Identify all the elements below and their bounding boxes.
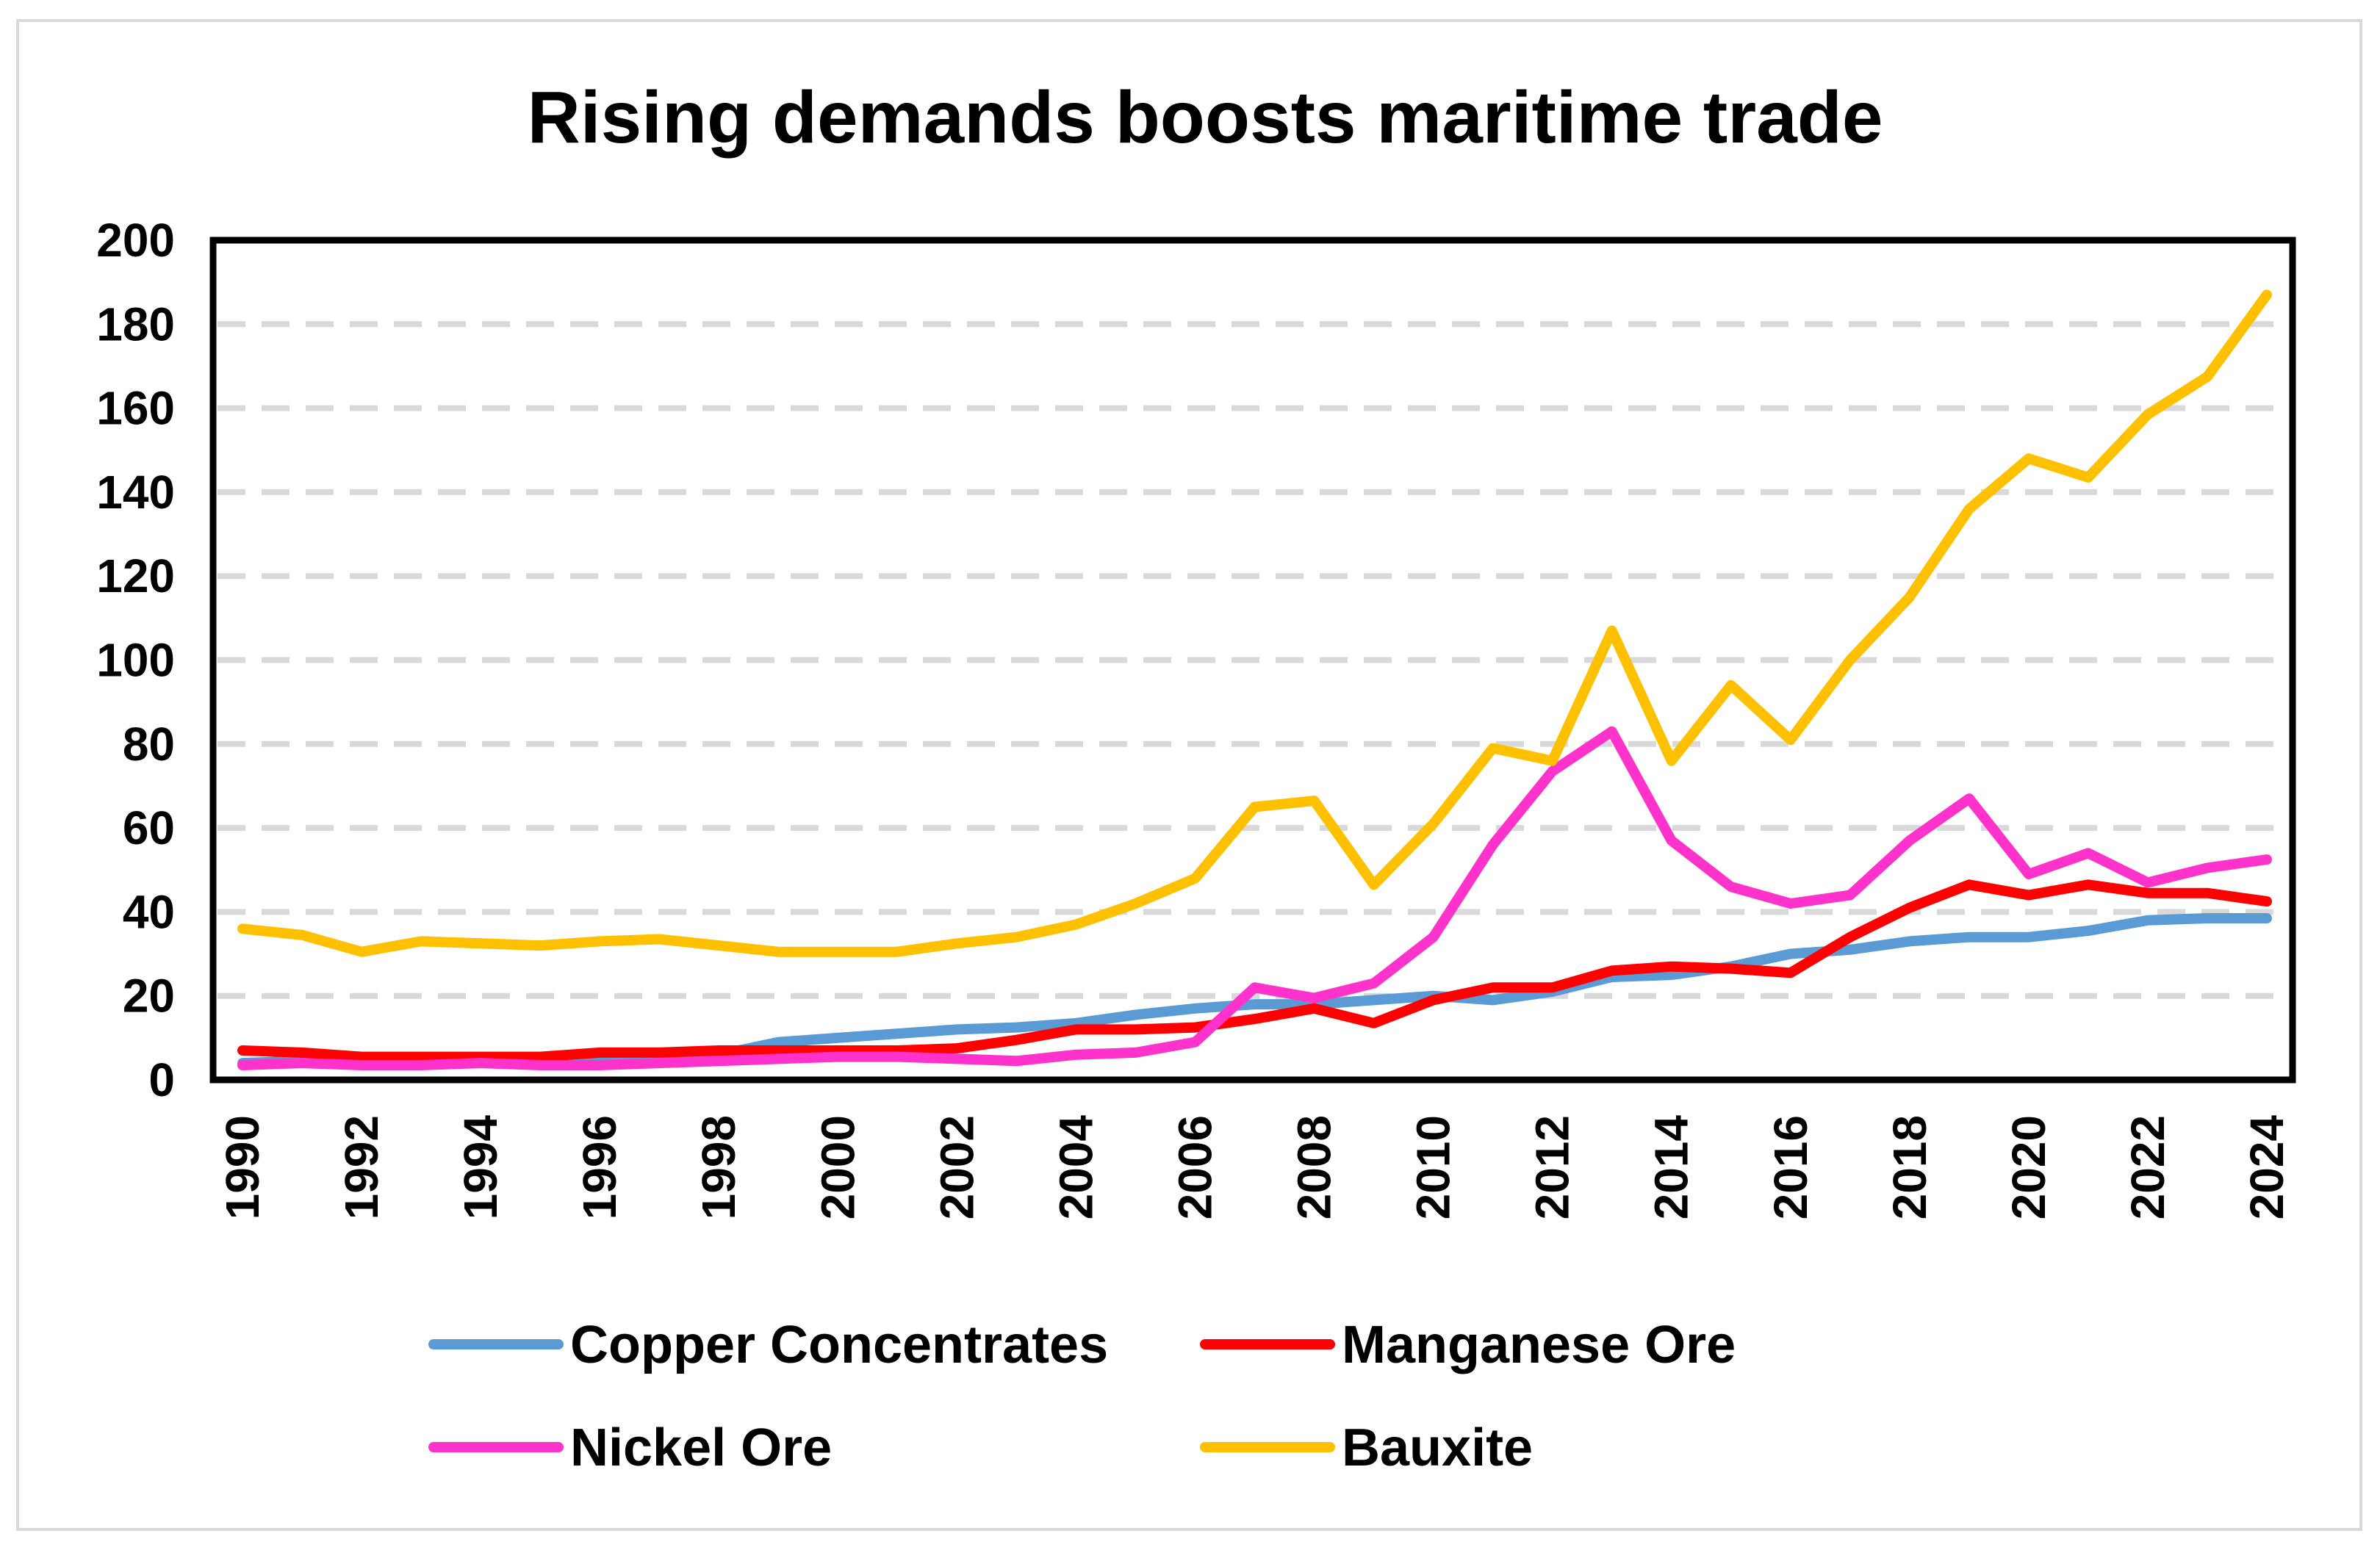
y-tick-label: 160 (96, 382, 175, 435)
x-tick-label: 2018 (1883, 1115, 1936, 1219)
y-axis-tick-labels: 0 20 40 60 80 100 120 140 160 180 200 (96, 214, 175, 1106)
x-tick-label: 1992 (335, 1115, 388, 1219)
legend-label: Copper Concentrates (570, 1316, 1108, 1374)
x-axis-tick-labels: 1990 1992 1994 1996 1998 2000 2002 2004 2006 2008… (216, 1115, 2293, 1220)
x-tick-label: 2002 (930, 1115, 983, 1219)
y-tick-label: 100 (96, 634, 175, 687)
x-tick-label: 2004 (1049, 1115, 1102, 1220)
x-tick-label: 2012 (1526, 1115, 1579, 1219)
y-tick-label: 40 (123, 885, 175, 938)
x-tick-label: 2006 (1169, 1115, 1222, 1219)
x-tick-label: 1996 (573, 1115, 626, 1219)
x-tick-label: 2024 (2240, 1115, 2293, 1220)
y-tick-label: 0 (148, 1053, 175, 1106)
y-tick-label: 200 (96, 214, 175, 267)
x-tick-label: 2022 (2121, 1115, 2174, 1219)
y-tick-label: 140 (96, 466, 175, 519)
x-tick-label: 2010 (1407, 1115, 1460, 1219)
chart-frame (16, 19, 2362, 1531)
legend-label: Bauxite (1342, 1419, 1533, 1477)
series-line-manganese-ore (237, 879, 2272, 1062)
chart-title: Rising demands boosts maritime trade (528, 76, 1883, 159)
x-tick-label: 1994 (454, 1115, 507, 1220)
y-tick-label: 80 (123, 718, 175, 771)
gridlines (217, 321, 2288, 999)
series-line-nickel-ore (237, 726, 2272, 1070)
x-tick-label: 2016 (1764, 1115, 1817, 1219)
y-tick-label: 60 (123, 801, 175, 854)
x-tick-label: 2008 (1288, 1115, 1341, 1219)
legend-label: Nickel Ore (570, 1419, 832, 1477)
x-tick-label: 1990 (216, 1115, 269, 1219)
legend: Copper Concentrates Manganese Ore Nickel O… (428, 1316, 1736, 1477)
y-tick-label: 180 (96, 298, 175, 350)
y-tick-label: 120 (96, 549, 175, 602)
series-lines (237, 289, 2272, 1070)
x-tick-label: 2020 (2002, 1115, 2055, 1219)
series-line-bauxite (237, 289, 2272, 957)
legend-label: Manganese Ore (1342, 1316, 1736, 1374)
y-tick-label: 20 (123, 970, 175, 1023)
x-tick-label: 2000 (811, 1115, 864, 1219)
x-tick-label: 2014 (1645, 1115, 1698, 1220)
x-tick-label: 1998 (692, 1115, 745, 1219)
plot-area-border (209, 237, 2296, 1084)
